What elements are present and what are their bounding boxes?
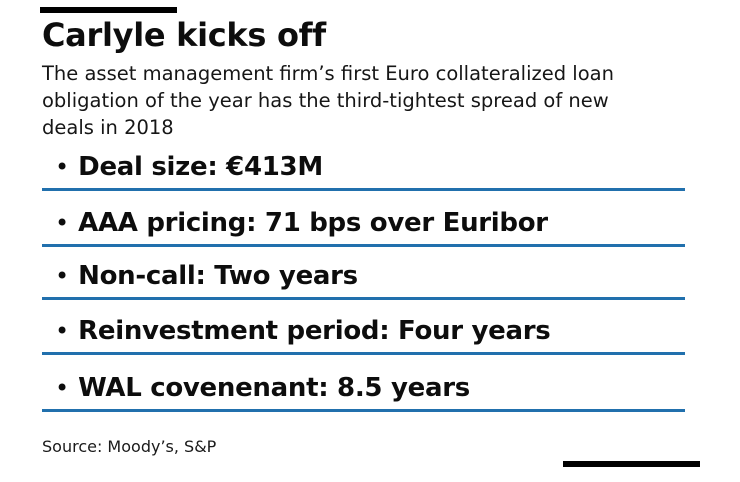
subtitle-line: obligation of the year has the third-tig… xyxy=(42,89,609,112)
bullet-dot-icon: • xyxy=(55,374,70,402)
bullet-dot-icon: • xyxy=(55,262,70,290)
bullet-label: Deal size: €413M xyxy=(78,152,323,182)
bullet-label: Non-call: Two years xyxy=(78,261,358,291)
bullet-item-reinvestment-period: • Reinvestment period: Four years xyxy=(42,313,685,355)
subtitle-line: The asset management firm’s first Euro c… xyxy=(42,62,614,85)
source-note: Source: Moody’s, S&P xyxy=(42,437,217,456)
bullet-dot-icon: • xyxy=(55,209,70,237)
top-accent-bar xyxy=(40,7,177,13)
bullet-item-aaa-pricing: • AAA pricing: 71 bps over Euribor xyxy=(42,205,685,247)
bullet-dot-icon: • xyxy=(55,153,70,181)
subtitle: The asset management firm’s first Euro c… xyxy=(42,60,614,141)
bullet-label: AAA pricing: 71 bps over Euribor xyxy=(78,208,548,238)
bullet-label: WAL covenenant: 8.5 years xyxy=(78,373,470,403)
bottom-accent-bar xyxy=(563,461,700,467)
bullet-item-deal-size: • Deal size: €413M xyxy=(42,149,685,191)
bullet-label: Reinvestment period: Four years xyxy=(78,316,551,346)
page-title: Carlyle kicks off xyxy=(42,16,326,54)
bullet-dot-icon: • xyxy=(55,317,70,345)
subtitle-line: deals in 2018 xyxy=(42,116,174,139)
bullet-item-non-call: • Non-call: Two years xyxy=(42,258,685,300)
bullet-item-wal-covenant: • WAL covenenant: 8.5 years xyxy=(42,370,685,412)
